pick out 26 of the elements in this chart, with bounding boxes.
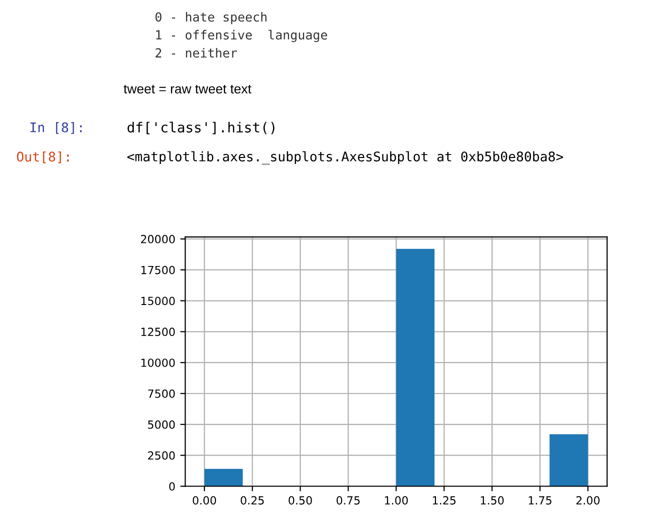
y-tick-label: 5000 — [148, 420, 175, 429]
y-tick-label: 7500 — [148, 389, 175, 398]
text: 1 - offensive language — [156, 30, 328, 42]
x-tick-label: 1.00 — [385, 496, 408, 505]
y-tick-label: 0 — [169, 482, 175, 491]
x-tick-label: 2.00 — [576, 496, 600, 505]
x-tick-label: 1.75 — [528, 496, 552, 505]
text: tweet = raw tweet text — [124, 84, 252, 94]
text: In [8]: — [30, 122, 82, 134]
x-tick-label: 0.75 — [336, 496, 360, 505]
x-tick-label: 0.00 — [192, 496, 216, 505]
y-tick-label: 10000 — [141, 358, 175, 367]
y-tick-label: 12500 — [141, 328, 175, 336]
y-tick-label: 15000 — [141, 296, 175, 306]
y-tick-label: 2500 — [148, 451, 175, 460]
x-tick-label: 0.25 — [240, 496, 264, 505]
x-tick-label: 0.50 — [288, 496, 312, 505]
x-tick-label: 1.25 — [432, 496, 456, 505]
x-tick-label: 1.50 — [480, 496, 504, 505]
y-tick-label: 17500 — [141, 266, 175, 274]
text: <matplotlib.axes._subplots.AxesSubplot at 0xb5b0e80ba8> — [127, 151, 564, 164]
text: Out[8]: — [17, 151, 69, 164]
text: 2 - neither — [156, 48, 238, 58]
text: 0 - hate speech — [156, 12, 266, 24]
y-tick-label: 20000 — [140, 234, 175, 244]
text: df['class'].hist() — [128, 122, 274, 134]
